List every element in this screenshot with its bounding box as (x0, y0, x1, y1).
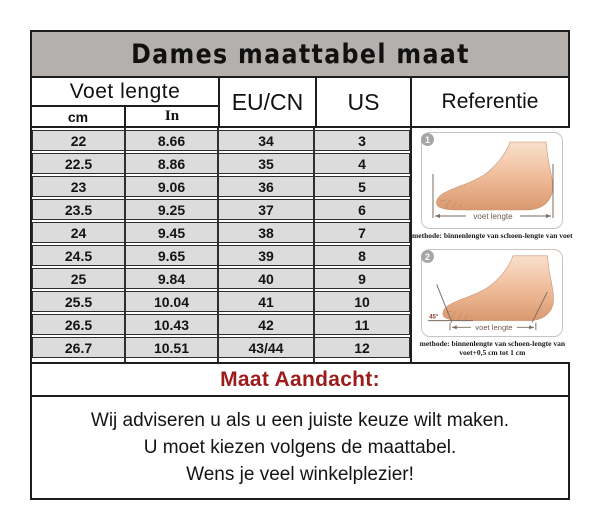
us-header: US (317, 78, 412, 126)
cm-cell: 23 (32, 176, 125, 197)
angle-45-label: 45° (429, 314, 439, 321)
cm-cell: 22 (32, 130, 125, 151)
table-row: 24.5 9.65 39 8 (32, 245, 410, 266)
eu-cell: 36 (218, 176, 314, 197)
inch-cell: 8.86 (125, 153, 218, 174)
length-measure-marks (432, 163, 554, 218)
column-voet-lengte: Voet lengte cm In (32, 78, 220, 126)
method-2-caption-line-1: methode: binnenlengte van schoen-lengte … (419, 339, 566, 348)
table-row: 26.7 10.51 43/44 12 (32, 337, 410, 358)
referentie-header: Referentie (441, 90, 539, 113)
table-row: 23 9.06 36 5 (32, 176, 410, 197)
foot-shape (436, 141, 554, 210)
cm-cell: 26.5 (32, 314, 125, 335)
toe-angle-line (436, 284, 453, 323)
eu-cell: 34 (218, 130, 314, 151)
inch-cell: 9.84 (125, 268, 218, 289)
voet-lengte-label: voet lengte (476, 323, 513, 332)
eu-cn-header: EU/CN (220, 78, 317, 126)
measure-method-2: 2 (412, 245, 573, 362)
table-row: 22 8.66 34 3 (32, 130, 410, 151)
heel-angle-line (531, 291, 549, 323)
column-divider (217, 128, 219, 362)
us-cell: 7 (314, 222, 410, 243)
us-cell: 10 (314, 291, 410, 312)
inch-cell: 8.66 (125, 130, 218, 151)
foot-side-view-illustration-1: voet lengte (432, 141, 554, 221)
table-row: 25 9.84 40 9 (32, 268, 410, 289)
inch-cell: 9.06 (125, 176, 218, 197)
title-bar: Dames maattabel maat (32, 32, 568, 78)
us-cell: 3 (314, 130, 410, 151)
method-2-badge: 2 (421, 250, 434, 263)
cm-cell: 24.5 (32, 245, 125, 266)
eu-cell: 37 (218, 199, 314, 220)
us-cell: 8 (314, 245, 410, 266)
us-cell: 12 (314, 337, 410, 358)
inch-cell: 10.51 (125, 337, 218, 358)
inch-header: In (164, 108, 180, 124)
eu-cell: 38 (218, 222, 314, 243)
inch-cell: 9.45 (125, 222, 218, 243)
voet-lengte-subheader: cm In (32, 107, 218, 126)
table-row: 22.5 8.86 35 4 (32, 153, 410, 174)
method-2-caption: methode: binnenlengte van schoen-lengte … (420, 339, 565, 357)
method-1-badge: 1 (421, 133, 434, 146)
advice-line-3: Wens je veel winkelplezier! (186, 464, 414, 485)
column-divider (313, 128, 315, 362)
eu-cell: 40 (218, 268, 314, 289)
advice-line-2: U moet kiezen volgens de maattabel. (143, 437, 457, 458)
referentie-column: 1 (412, 128, 573, 362)
foot-shape (442, 255, 555, 321)
us-cell: 9 (314, 268, 410, 289)
table-row: 24 9.45 38 7 (32, 222, 410, 243)
eu-cell: 41 (218, 291, 314, 312)
table-row: 26.5 10.43 42 11 (32, 314, 410, 335)
method-1-caption: methode: binnenlengte van schoen-lengte … (412, 231, 573, 240)
advice-line-1: Wij adviseren u als u een juiste keuze w… (90, 410, 510, 431)
foot-photo-frame-1: voet lengte (421, 132, 564, 229)
us-cell: 11 (314, 314, 410, 335)
eu-cell: 39 (218, 245, 314, 266)
cm-header: cm (32, 107, 126, 126)
eu-cell: 43/44 (218, 337, 314, 358)
inch-cell: 9.65 (125, 245, 218, 266)
foot-side-view-illustration-2: 45° voet lengte (428, 255, 555, 332)
size-grid: 22 8.66 34 3 22.5 8.86 35 4 23 9.06 36 5 23.5 9.25… (32, 128, 412, 362)
cm-cell: 25 (32, 268, 125, 289)
table-row: 25.5 10.04 41 10 (32, 291, 410, 312)
cm-cell: 23.5 (32, 199, 125, 220)
us-cell: 4 (314, 153, 410, 174)
voet-lengte-header: Voet lengte (32, 78, 218, 107)
voet-lengte-label: voet lengte (474, 212, 514, 221)
eu-cell: 42 (218, 314, 314, 335)
attention-heading-row: Maat Aandacht: (32, 364, 568, 397)
table-header: Voet lengte cm In EU/CN US Referentie (32, 78, 568, 128)
table-row: 23.5 9.25 37 6 (32, 199, 410, 220)
eu-cell: 35 (218, 153, 314, 174)
length-measure-marks (428, 284, 549, 331)
advice-text-block: Wij adviseren u als u een juiste keuze w… (32, 397, 568, 498)
measure-method-1: 1 (412, 128, 573, 245)
inch-cell: 10.04 (125, 291, 218, 312)
us-cell: 5 (314, 176, 410, 197)
foot-photo-frame-2: 45° voet lengte (421, 249, 564, 337)
cm-cell: 22.5 (32, 153, 125, 174)
cm-cell: 24 (32, 222, 125, 243)
table-body: 22 8.66 34 3 22.5 8.86 35 4 23 9.06 36 5 23.5 9.25… (32, 128, 573, 364)
inch-cell: 10.43 (125, 314, 218, 335)
cm-cell: 26.7 (32, 337, 125, 358)
inch-cell: 9.25 (125, 199, 218, 220)
size-chart-sheet: Dames maattabel maat Voet lengte cm In E… (30, 30, 573, 500)
method-2-caption-line-2: voet+0,5 cm tot 1 cm (459, 348, 526, 357)
size-table: 22 8.66 34 3 22.5 8.86 35 4 23 9.06 36 5 23.5 9.25… (32, 128, 410, 360)
us-cell: 6 (314, 199, 410, 220)
page-title: Dames maattabel maat (130, 38, 470, 70)
attention-heading: Maat Aandacht: (220, 367, 380, 391)
column-divider (124, 128, 126, 362)
cm-cell: 25.5 (32, 291, 125, 312)
